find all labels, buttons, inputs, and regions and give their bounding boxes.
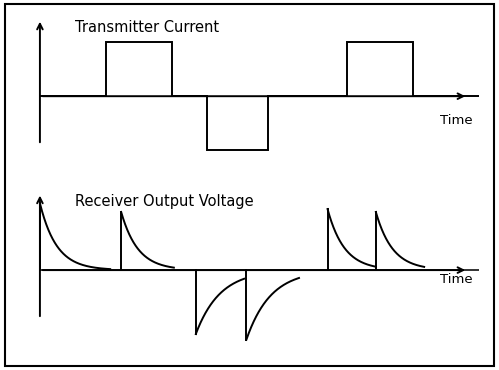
Text: Time: Time xyxy=(440,114,473,127)
Text: Transmitter Current: Transmitter Current xyxy=(75,20,219,35)
Text: Time: Time xyxy=(440,273,473,286)
Text: Receiver Output Voltage: Receiver Output Voltage xyxy=(75,194,253,209)
